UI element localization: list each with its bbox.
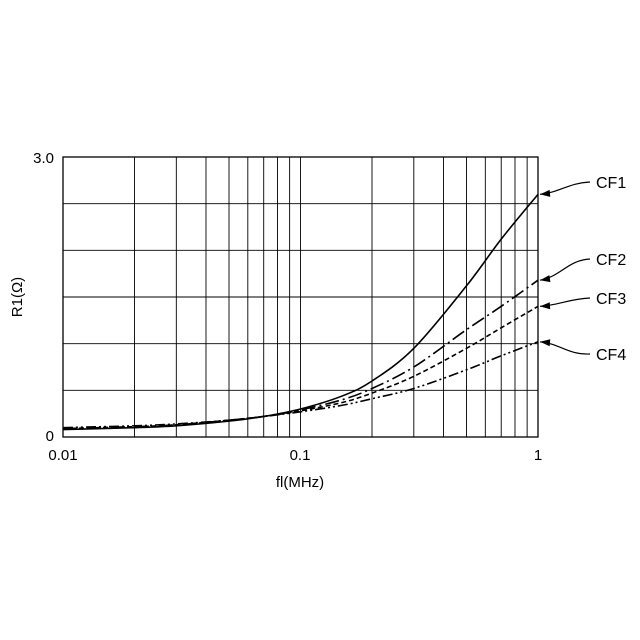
y-tick-label-bottom: 0 (46, 428, 54, 445)
series-label-cf2: CF2 (596, 252, 626, 269)
leader-arrowhead-cf1 (540, 190, 550, 197)
x-axis-title: fl(MHz) (276, 474, 324, 491)
leader-arrowhead-cf3 (540, 302, 550, 309)
series-callouts (540, 182, 590, 354)
leader-arrowhead-cf4 (540, 339, 550, 346)
x-tick-label-0.1: 0.1 (290, 447, 311, 464)
series-label-cf4: CF4 (596, 347, 626, 364)
y-tick-label-top: 3.0 (33, 150, 54, 167)
series-label-cf3: CF3 (596, 291, 626, 308)
y-axis-title: R1(Ω) (9, 277, 26, 317)
x-tick-label-0.01: 0.01 (48, 447, 77, 464)
grid (63, 157, 538, 437)
leader-arrowhead-cf2 (540, 275, 550, 282)
series-label-cf1: CF1 (596, 175, 626, 192)
x-tick-label-1: 1 (534, 447, 542, 464)
